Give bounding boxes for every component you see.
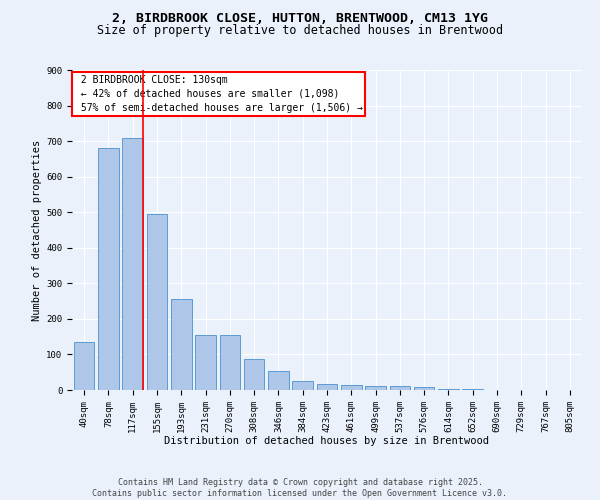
Bar (268, 371, 289, 390)
Y-axis label: Number of detached properties: Number of detached properties (32, 140, 42, 320)
Bar (98, 148, 119, 390)
Bar (74, 342, 94, 390)
Text: 2, BIRDBROOK CLOSE, HUTTON, BRENTWOOD, CM13 1YG: 2, BIRDBROOK CLOSE, HUTTON, BRENTWOOD, C… (112, 12, 488, 26)
Bar (414, 387, 434, 390)
Bar (292, 381, 313, 390)
Bar (438, 388, 459, 390)
Bar (317, 384, 337, 390)
X-axis label: Distribution of detached houses by size in Brentwood: Distribution of detached houses by size … (164, 436, 490, 446)
Bar (195, 335, 216, 390)
Bar (146, 214, 167, 390)
Bar (389, 386, 410, 390)
Text: 2 BIRDBROOK CLOSE: 130sqm
 ← 42% of detached houses are smaller (1,098)
 57% of : 2 BIRDBROOK CLOSE: 130sqm ← 42% of detac… (74, 75, 362, 113)
Bar (171, 300, 191, 390)
Text: Contains HM Land Registry data © Crown copyright and database right 2025.
Contai: Contains HM Land Registry data © Crown c… (92, 478, 508, 498)
Bar (244, 358, 265, 390)
Bar (122, 138, 143, 390)
Bar (365, 386, 386, 390)
Text: Size of property relative to detached houses in Brentwood: Size of property relative to detached ho… (97, 24, 503, 37)
Bar (220, 335, 240, 390)
Bar (341, 385, 362, 390)
